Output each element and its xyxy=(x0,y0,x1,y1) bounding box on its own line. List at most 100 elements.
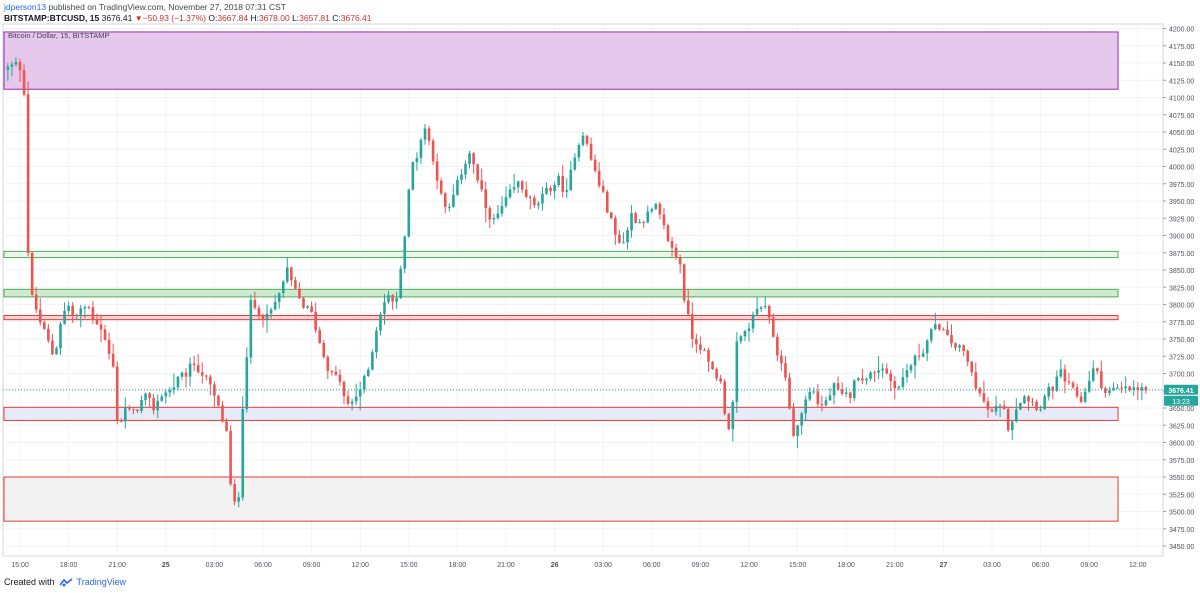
candle-body[interactable] xyxy=(144,393,147,400)
candle-body[interactable] xyxy=(314,312,317,331)
candle-body[interactable] xyxy=(970,361,974,373)
candle-body[interactable] xyxy=(156,400,159,411)
candle-body[interactable] xyxy=(391,295,394,302)
candle-body[interactable] xyxy=(415,157,419,163)
candle-body[interactable] xyxy=(484,189,488,209)
candle-body[interactable] xyxy=(196,365,200,373)
candle-body[interactable] xyxy=(589,143,593,160)
candle-body[interactable] xyxy=(148,393,151,399)
candle-body[interactable] xyxy=(893,381,897,389)
candle-body[interactable] xyxy=(14,62,18,65)
candle-body[interactable] xyxy=(103,329,107,340)
candle-body[interactable] xyxy=(460,174,463,180)
candle-body[interactable] xyxy=(330,370,334,372)
candle-body[interactable] xyxy=(1010,421,1014,431)
candle-body[interactable] xyxy=(217,395,220,406)
candle-body[interactable] xyxy=(427,128,431,141)
candle-body[interactable] xyxy=(614,218,617,235)
candle-body[interactable] xyxy=(929,329,933,341)
candle-body[interactable] xyxy=(504,197,508,206)
candle-body[interactable] xyxy=(699,344,702,350)
candle-body[interactable] xyxy=(111,353,115,367)
candle-body[interactable] xyxy=(1027,396,1030,402)
candle-body[interactable] xyxy=(751,314,755,329)
candle-body[interactable] xyxy=(873,372,876,374)
candle-body[interactable] xyxy=(395,298,398,302)
candle-body[interactable] xyxy=(456,179,459,195)
candle-body[interactable] xyxy=(99,324,103,330)
zone-support-blue[interactable] xyxy=(3,406,1119,421)
candle-body[interactable] xyxy=(95,319,99,325)
candle-body[interactable] xyxy=(565,190,569,192)
candle-body[interactable] xyxy=(176,376,180,388)
candle-body[interactable] xyxy=(241,408,245,498)
candle-body[interactable] xyxy=(816,391,820,405)
candle-body[interactable] xyxy=(362,375,366,390)
candle-body[interactable] xyxy=(1067,381,1071,383)
candle-body[interactable] xyxy=(1120,387,1123,389)
candle-body[interactable] xyxy=(654,203,658,210)
candle-body[interactable] xyxy=(808,391,812,400)
candle-body[interactable] xyxy=(853,380,856,398)
candle-body[interactable] xyxy=(982,393,986,402)
candle-body[interactable] xyxy=(784,363,787,378)
candle-body[interactable] xyxy=(990,409,994,412)
candle-body[interactable] xyxy=(124,408,127,422)
candle-body[interactable] xyxy=(209,376,212,385)
candle-body[interactable] xyxy=(423,128,427,140)
candle-body[interactable] xyxy=(978,388,982,394)
candle-body[interactable] xyxy=(796,425,799,436)
candle-body[interactable] xyxy=(1132,387,1136,390)
candle-body[interactable] xyxy=(294,280,297,289)
candle-body[interactable] xyxy=(367,369,370,376)
candle-body[interactable] xyxy=(682,264,686,301)
candle-body[interactable] xyxy=(938,324,941,330)
candle-body[interactable] xyxy=(1128,386,1131,390)
candle-body[interactable] xyxy=(1083,391,1087,402)
candle-body[interactable] xyxy=(998,405,1002,407)
candle-body[interactable] xyxy=(776,336,779,356)
candle-body[interactable] xyxy=(1079,396,1083,402)
candle-body[interactable] xyxy=(869,372,872,379)
candle-body[interactable] xyxy=(605,191,609,213)
candle-body[interactable] xyxy=(140,399,143,412)
candle-body[interactable] xyxy=(1023,396,1026,404)
author-link[interactable]: jdperson13 xyxy=(4,2,47,12)
candle-body[interactable] xyxy=(132,409,135,411)
candle-body[interactable] xyxy=(946,329,949,335)
candle-body[interactable] xyxy=(1055,376,1059,391)
candle-body[interactable] xyxy=(537,203,540,206)
candle-body[interactable] xyxy=(383,302,386,315)
candle-body[interactable] xyxy=(1035,401,1038,410)
candle-body[interactable] xyxy=(921,353,925,357)
candle-body[interactable] xyxy=(71,305,74,315)
candle-body[interactable] xyxy=(820,404,824,406)
candle-body[interactable] xyxy=(1063,369,1067,382)
candle-body[interactable] xyxy=(666,225,670,242)
candle-body[interactable] xyxy=(399,268,402,299)
candle-body[interactable] xyxy=(646,211,650,223)
candle-body[interactable] xyxy=(1104,388,1107,393)
candle-body[interactable] xyxy=(1075,387,1079,397)
candle-body[interactable] xyxy=(1051,386,1055,391)
tradingview-brand-link[interactable]: TradingView xyxy=(76,577,127,587)
candle-body[interactable] xyxy=(286,267,289,282)
candle-body[interactable] xyxy=(678,257,682,265)
candle-body[interactable] xyxy=(772,317,775,337)
candle-body[interactable] xyxy=(739,336,743,342)
candle-body[interactable] xyxy=(34,294,38,310)
candle-body[interactable] xyxy=(115,366,119,421)
zone-supply-top[interactable] xyxy=(3,31,1119,90)
candle-body[interactable] xyxy=(1108,390,1111,393)
candle-body[interactable] xyxy=(962,345,965,352)
candle-body[interactable] xyxy=(913,355,917,366)
candle-body[interactable] xyxy=(618,234,621,243)
candle-body[interactable] xyxy=(253,299,257,308)
candle-body[interactable] xyxy=(371,352,374,370)
candle-body[interactable] xyxy=(91,307,95,320)
candle-body[interactable] xyxy=(55,348,58,355)
candle-body[interactable] xyxy=(626,230,629,243)
candle-body[interactable] xyxy=(322,342,326,357)
candle-body[interactable] xyxy=(958,345,961,348)
candle-body[interactable] xyxy=(452,194,455,207)
